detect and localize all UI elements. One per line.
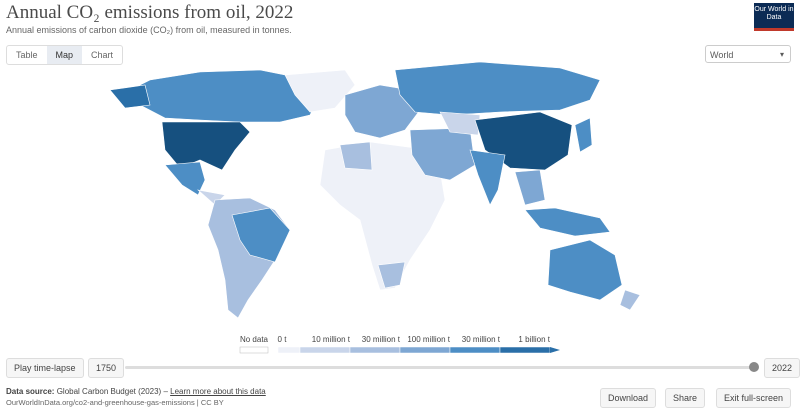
legend-arrow xyxy=(550,347,560,353)
country-shape xyxy=(109,84,151,109)
region-select[interactable]: World xyxy=(705,45,791,64)
legend-label: 30 million t xyxy=(462,335,501,344)
share-button[interactable]: Share xyxy=(665,388,706,408)
tab[interactable]: Table xyxy=(16,50,38,60)
country-shape xyxy=(619,289,641,311)
end-year: 2022 xyxy=(764,358,800,378)
legend-bin xyxy=(299,346,351,354)
learn-more[interactable]: Learn more about this data xyxy=(170,387,266,396)
tab[interactable]: Map xyxy=(46,46,83,64)
legend-bin xyxy=(499,346,551,354)
legend-bin xyxy=(449,346,501,354)
country-shape xyxy=(284,69,356,113)
legend-label: 0 t xyxy=(278,335,288,344)
legend-label: No data xyxy=(240,335,269,344)
source-line: Data source: Global Carbon Budget (2023)… xyxy=(6,387,266,396)
country-shape xyxy=(469,149,506,206)
url[interactable]: OurWorldInData.org/co2-and-greenhouse-ga… xyxy=(6,398,224,407)
country-shape xyxy=(377,261,406,289)
legend-swatch xyxy=(239,346,269,354)
play-button[interactable]: Play time-lapse xyxy=(6,358,84,378)
source-label: Data source: xyxy=(6,387,55,396)
country-shape xyxy=(344,84,421,139)
country-shape xyxy=(231,207,291,263)
exit-fullscreen-button[interactable]: Exit full-screen xyxy=(716,388,792,408)
country-shape xyxy=(524,207,611,237)
legend-label: 1 billion t xyxy=(518,335,550,344)
subtitle: Annual emissions of carbon dioxide (CO₂)… xyxy=(6,25,292,35)
tab[interactable]: Chart xyxy=(91,50,114,60)
country-shape xyxy=(339,141,373,171)
timeline-handle[interactable] xyxy=(749,362,759,372)
legend-bin xyxy=(399,346,451,354)
timeline-track xyxy=(125,366,755,369)
legend-label: 30 million t xyxy=(362,335,401,344)
legend-bin xyxy=(277,346,301,354)
legend-bin xyxy=(349,346,401,354)
legend-label: 100 million t xyxy=(407,335,450,344)
country-shape xyxy=(547,239,623,301)
country-shape xyxy=(394,61,601,116)
download-button[interactable]: Download xyxy=(600,388,657,408)
legend-label: 10 million t xyxy=(312,335,351,344)
country-shape xyxy=(514,169,546,206)
country-shape xyxy=(161,121,251,171)
country-shape xyxy=(439,111,481,136)
country-shape xyxy=(164,161,206,196)
title: Annual CO₂ emissions from oil, 2022 xyxy=(6,2,294,23)
logo[interactable]: Our World in Data xyxy=(754,3,794,31)
country-shape xyxy=(574,117,593,153)
play-label: Play time-lapse xyxy=(14,363,76,373)
start-year: 1750 xyxy=(88,358,125,378)
tab-bar: Table Map Chart xyxy=(6,45,124,65)
source: Global Carbon Budget (2023) xyxy=(56,387,162,396)
